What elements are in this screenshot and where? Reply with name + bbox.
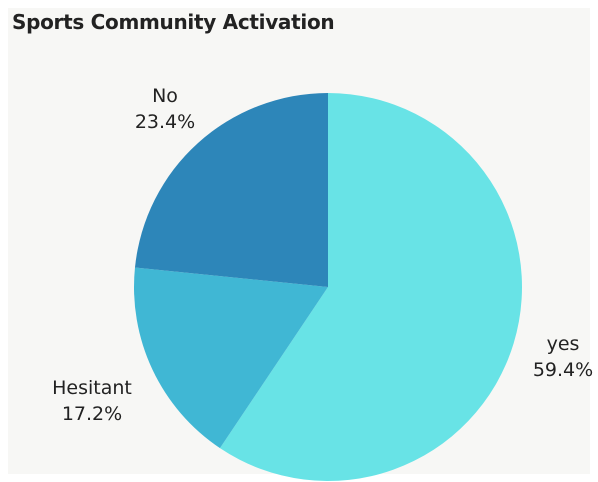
slice-label-hesitant: Hesitant <box>52 377 132 399</box>
slice-value-yes: 59.4% <box>533 359 593 381</box>
slice-value-hesitant: 17.2% <box>62 403 122 425</box>
pie-slices <box>133 93 522 481</box>
slice-label-no: No <box>152 85 178 107</box>
pie-labels: yes 59.4% Hesitant 17.2% No 23.4% <box>52 85 593 425</box>
pie-slice-no <box>134 93 328 287</box>
chart-title: Sports Community Activation <box>12 10 335 34</box>
slice-value-no: 23.4% <box>135 111 195 133</box>
pie-slice-yes <box>219 93 522 481</box>
slice-label-yes: yes <box>547 333 580 355</box>
pie-slice-hesitant <box>133 267 328 449</box>
